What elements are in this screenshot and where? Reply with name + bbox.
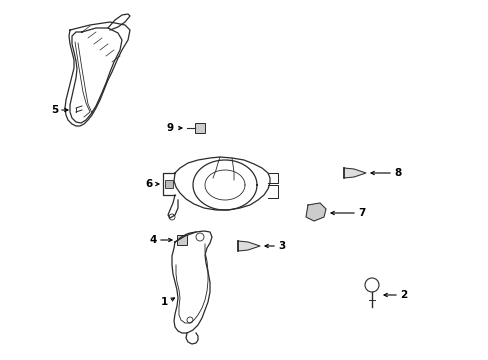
Bar (195, 123, 204, 133)
Bar (177, 235, 186, 245)
Text: 1: 1 (161, 297, 168, 307)
Text: 3: 3 (278, 241, 285, 251)
Polygon shape (238, 241, 260, 251)
Polygon shape (305, 203, 325, 221)
Bar (164, 180, 173, 188)
Polygon shape (343, 168, 365, 178)
Text: 8: 8 (393, 168, 401, 178)
Text: 9: 9 (166, 123, 174, 133)
Text: 7: 7 (357, 208, 365, 218)
Text: 2: 2 (399, 290, 407, 300)
Text: 5: 5 (51, 105, 58, 115)
Text: 6: 6 (145, 179, 153, 189)
Text: 4: 4 (149, 235, 157, 245)
